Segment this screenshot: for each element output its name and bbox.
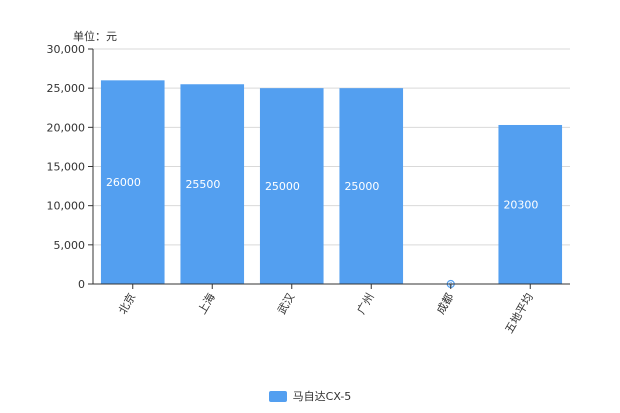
y-tick-label: 0 (78, 278, 85, 291)
x-tick-label: 五地平均 (503, 291, 536, 336)
bar[interactable] (100, 80, 165, 284)
x-tick-label: 北京 (115, 291, 138, 317)
bar-value-label: 25500 (185, 178, 220, 191)
legend-swatch (268, 390, 287, 402)
bar[interactable] (498, 124, 563, 284)
bar-value-label: 25000 (265, 180, 300, 193)
y-tick-label: 15,000 (47, 161, 86, 174)
y-tick-label: 20,000 (47, 121, 86, 134)
bar[interactable] (259, 88, 324, 285)
x-axis: 北京 上海 武汉 广州 成都 五地平均 (93, 283, 570, 336)
y-unit-label: 单位：元 (73, 30, 117, 43)
y-tick-label: 5,000 (54, 239, 86, 252)
y-axis: 0 5,000 10,000 15,000 20,000 25,000 30,000 (47, 43, 94, 291)
bar[interactable] (339, 88, 404, 285)
legend-label: 马自达CX-5 (292, 390, 352, 403)
y-tick-label: 10,000 (47, 200, 86, 213)
bar[interactable] (180, 84, 245, 284)
y-tick-label: 25,000 (47, 82, 86, 95)
bar-value-label: 25000 (344, 180, 379, 193)
bar-value-label: 20300 (503, 198, 538, 211)
x-tick-label: 成都 (434, 291, 456, 317)
x-tick-label: 上海 (195, 291, 218, 317)
x-tick-label: 广州 (355, 291, 377, 317)
grid-lines (93, 48, 570, 246)
bar-value-label: 26000 (106, 176, 141, 189)
bars: 26000255002500025000020300 (100, 80, 563, 289)
y-tick-label: 30,000 (47, 43, 86, 56)
x-tick-label: 武汉 (275, 291, 297, 317)
legend-item[interactable]: 马自达CX-5 (268, 388, 352, 404)
legend: 马自达CX-5 (0, 388, 620, 405)
